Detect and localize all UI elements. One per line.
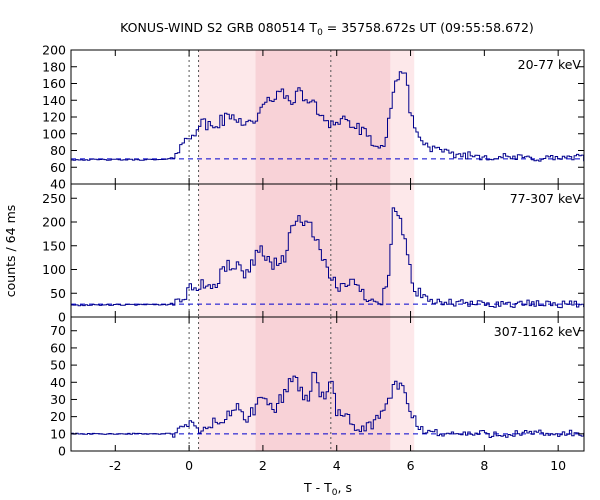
y-tick-label: 200 <box>42 43 66 58</box>
y-tick-label: 30 <box>50 392 66 407</box>
y-tick-label: 80 <box>50 143 66 158</box>
y-tick-label: 60 <box>50 340 66 355</box>
x-tick-label: 4 <box>333 458 341 473</box>
y-tick-label: 0 <box>58 444 66 459</box>
y-tick-label: 150 <box>42 238 66 253</box>
shaded-interval-2 <box>255 50 391 184</box>
energy-band-label: 307-1162 keV <box>494 324 582 339</box>
light-curve <box>71 71 585 162</box>
y-tick-label: 250 <box>42 191 66 206</box>
y-tick-label: 0 <box>58 310 66 325</box>
x-tick-label: 10 <box>550 458 566 473</box>
y-tick-label: 40 <box>50 375 66 390</box>
y-tick-label: 10 <box>50 426 66 441</box>
y-tick-label: 160 <box>42 76 66 91</box>
light-curve <box>71 371 585 438</box>
y-tick-label: 40 <box>50 177 66 192</box>
y-tick-label: 100 <box>42 126 66 141</box>
y-tick-label: 50 <box>50 358 66 373</box>
x-tick-label: -2 <box>109 458 121 473</box>
energy-band-label: 77-307 keV <box>510 191 582 206</box>
light-curve <box>71 207 585 309</box>
energy-band-label: 20-77 keV <box>518 57 582 72</box>
y-axis-label: counts / 64 ms <box>3 205 18 298</box>
panel-3: 0 10 20 30 40 50 60 70 307-1162 keV <box>50 316 585 459</box>
y-tick-label: 140 <box>42 93 66 108</box>
y-tick-label: 120 <box>42 110 66 125</box>
panel-frame <box>70 316 585 452</box>
x-tick-label: 6 <box>407 458 415 473</box>
x-tick-label: 8 <box>480 458 488 473</box>
y-tick-label: 70 <box>50 323 66 338</box>
y-tick-label: 20 <box>50 409 66 424</box>
panel-2: 0 50 100 150 200 250 77-307 keV <box>42 183 585 325</box>
y-tick-label: 50 <box>50 286 66 301</box>
x-tick-label: 0 <box>185 458 193 473</box>
x-axis-label: T - T0, s <box>303 480 352 498</box>
shaded-interval-2 <box>255 317 391 451</box>
shaded-interval-2 <box>255 184 391 317</box>
chart-title: KONUS-WIND S2 GRB 080514 T0 = 35758.672s… <box>120 20 534 38</box>
x-tick-label: 2 <box>259 458 267 473</box>
y-tick-label: 180 <box>42 59 66 74</box>
y-tick-label: 200 <box>42 215 66 230</box>
y-tick-label: 60 <box>50 160 66 175</box>
y-tick-label: 100 <box>42 262 66 277</box>
